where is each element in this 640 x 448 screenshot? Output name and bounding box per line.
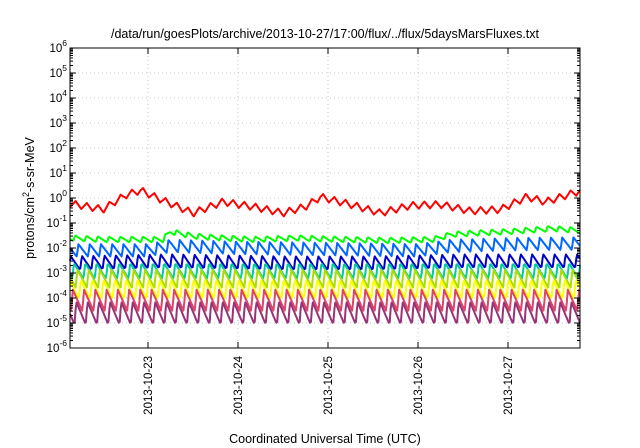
y-tick-label: 10-5 — [47, 313, 68, 330]
series-line-9 — [69, 301, 581, 324]
chart-title: /data/run/goesPlots/archive/2013-10-27/1… — [111, 27, 540, 41]
y-tick-label: 104 — [49, 88, 67, 105]
y-tick-label: 10-4 — [47, 288, 68, 305]
y-tick-label: 10-6 — [47, 338, 68, 355]
y-tick-label: 103 — [49, 113, 67, 130]
y-tick-label: 10-2 — [47, 238, 68, 255]
series-line-3 — [69, 236, 581, 258]
series-line-2 — [69, 225, 581, 245]
x-tick-label: 2013-10-25 — [323, 356, 335, 415]
y-tick-label: 100 — [49, 188, 67, 205]
x-tick-label: 2013-10-23 — [143, 356, 155, 415]
series-line-1 — [69, 187, 581, 218]
x-tick-label: 2013-10-24 — [233, 355, 245, 414]
series-line-6 — [69, 269, 581, 289]
series-line-4 — [69, 253, 581, 271]
y-tick-label: 105 — [49, 63, 67, 80]
y-tick-label: 106 — [49, 38, 67, 55]
x-tick-label: 2013-10-26 — [413, 356, 425, 415]
series-line-8 — [69, 288, 581, 312]
x-tick-label: 2013-10-27 — [503, 356, 515, 415]
y-axis-ticks: 10-6 10-5 10-4 10-3 10-2 10-1 100 101 102 103 104 1… — [47, 38, 580, 355]
y-tick-label: 102 — [49, 138, 67, 155]
y-axis-label: protons/cm2-s-sr-MeV — [21, 136, 37, 258]
y-tick-label: 10-1 — [47, 213, 68, 230]
series-layer — [69, 187, 581, 324]
y-tick-label: 10-3 — [47, 263, 68, 280]
y-tick-label: 101 — [49, 163, 67, 180]
x-axis-label: Coordinated Universal Time (UTC) — [229, 432, 421, 446]
series-line-7 — [69, 279, 581, 299]
x-axis-ticks: 2013-10-23 2013-10-24 2013-10-25 2013-10-26… — [143, 48, 515, 415]
